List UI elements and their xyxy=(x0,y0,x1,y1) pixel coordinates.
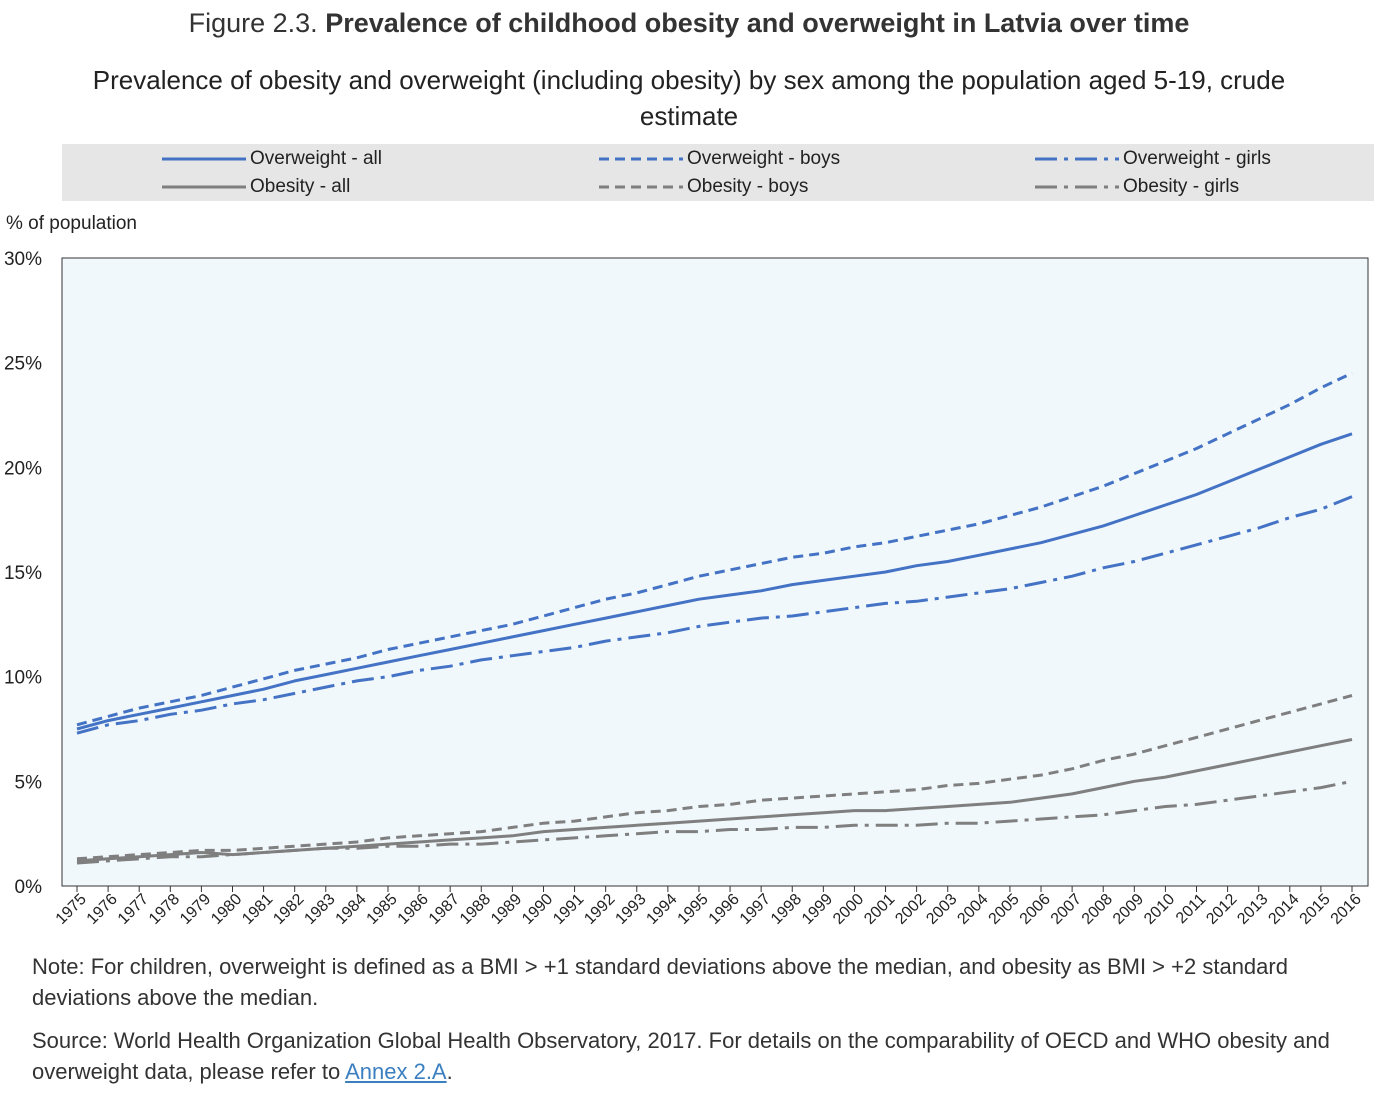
chart-subtitle: Prevalence of obesity and overweight (in… xyxy=(92,65,1286,131)
x-tick-label: 1982 xyxy=(270,891,307,928)
chart-note: Note: For children, overweight is define… xyxy=(32,954,1288,1010)
legend-label: Obesity - boys xyxy=(687,176,809,197)
x-tick-label: 2009 xyxy=(1110,891,1147,928)
chart-legend: Overweight - all Overweight - boys Overwei… xyxy=(62,144,1374,201)
legend-label: Obesity - all xyxy=(250,176,351,197)
x-tick-label: 2004 xyxy=(954,891,991,928)
series-line xyxy=(76,779,1353,865)
legend-item: Obesity - girls xyxy=(1035,174,1239,200)
y-tick-label: 10% xyxy=(4,668,42,689)
x-tick-label: 2000 xyxy=(830,891,867,928)
x-tick-label: 1989 xyxy=(488,891,525,928)
x-tick-label: 1994 xyxy=(643,891,680,928)
figure-heading: Prevalence of childhood obesity and over… xyxy=(325,8,1190,38)
y-tick-label: 0% xyxy=(15,877,43,898)
x-tick-label: 2015 xyxy=(1297,891,1334,928)
x-tick-label: 2012 xyxy=(1203,891,1240,928)
x-tick-label: 1979 xyxy=(177,891,214,928)
legend-item: Overweight - girls xyxy=(1035,146,1271,172)
x-tick-label: 1976 xyxy=(84,891,121,928)
x-tick-label: 1986 xyxy=(395,891,432,928)
figure-number: Figure 2.3. xyxy=(188,8,318,38)
y-tick-label: 15% xyxy=(4,563,42,584)
x-tick-label: 2001 xyxy=(861,891,898,928)
legend-swatch xyxy=(599,157,683,161)
x-tick-label: 2011 xyxy=(1173,891,1209,927)
source-end: . xyxy=(446,1059,453,1084)
series-line xyxy=(76,694,1353,861)
legend-swatch xyxy=(1035,185,1119,189)
x-tick-label: 1998 xyxy=(768,891,805,928)
y-axis-title: % of population xyxy=(6,213,137,234)
x-tick-label: 2003 xyxy=(923,891,960,928)
y-tick-label: 30% xyxy=(4,249,42,270)
x-tick-label: 1992 xyxy=(581,891,618,928)
x-tick-label: 2013 xyxy=(1234,891,1271,928)
source-text: Source: World Health Organization Global… xyxy=(32,1028,1330,1084)
annex-link[interactable]: Annex 2.A xyxy=(345,1059,447,1084)
x-tick-label: 2006 xyxy=(1017,891,1054,928)
x-tick-label: 1996 xyxy=(706,891,743,928)
legend-swatch xyxy=(1035,157,1119,161)
y-tick-label: 20% xyxy=(4,458,42,479)
x-tick-label: 1990 xyxy=(519,891,556,928)
x-tick-label: 2008 xyxy=(1079,891,1116,928)
x-tick-label: 2016 xyxy=(1328,891,1365,928)
x-tick-label: 2005 xyxy=(986,891,1023,928)
x-tick-label: 1975 xyxy=(53,891,90,928)
x-tick-label: 1993 xyxy=(612,891,649,928)
x-tick-label: 1981 xyxy=(239,891,276,928)
y-tick-label: 25% xyxy=(4,354,42,375)
x-tick-label: 2014 xyxy=(1265,891,1302,928)
legend-swatch xyxy=(162,185,246,189)
x-tick-label: 2007 xyxy=(1048,891,1085,928)
series-line xyxy=(76,371,1353,727)
legend-item: Obesity - all xyxy=(162,174,350,200)
legend-label: Overweight - girls xyxy=(1123,148,1271,169)
legend-swatch xyxy=(599,185,683,189)
legend-swatch xyxy=(162,157,246,161)
legend-label: Overweight - boys xyxy=(687,148,841,169)
figure-title: Figure 2.3. Prevalence of childhood obes… xyxy=(0,6,1378,40)
legend-item: Obesity - boys xyxy=(599,174,808,200)
legend-label: Obesity - girls xyxy=(1123,176,1240,197)
legend-item: Overweight - all xyxy=(162,146,382,172)
legend-label: Overweight - all xyxy=(250,148,382,169)
x-tick-label: 1987 xyxy=(426,891,463,928)
chart-source: Source: World Health Organization Global… xyxy=(32,1025,1372,1087)
x-tick-label: 1985 xyxy=(364,891,401,928)
x-tick-label: 1997 xyxy=(737,891,774,928)
x-tick-label: 1978 xyxy=(146,891,183,928)
x-tick-label: 2010 xyxy=(1141,891,1178,928)
y-tick-label: 5% xyxy=(15,772,43,793)
x-tick-label: 1984 xyxy=(333,891,370,928)
x-tick-label: 1980 xyxy=(208,891,245,928)
x-tick-label: 1991 xyxy=(550,891,587,928)
series-line xyxy=(76,495,1353,735)
x-tick-label: 1983 xyxy=(301,891,338,928)
legend-item: Overweight - boys xyxy=(599,146,840,172)
x-tick-label: 1999 xyxy=(799,891,836,928)
x-tick-label: 2002 xyxy=(892,891,929,928)
x-tick-label: 1988 xyxy=(457,891,494,928)
x-tick-label: 1995 xyxy=(675,891,712,928)
line-chart: 0%5%10%15%20%25%30%197519761977197819791… xyxy=(4,249,1369,928)
x-tick-label: 1977 xyxy=(115,891,152,928)
series-line xyxy=(76,432,1353,731)
